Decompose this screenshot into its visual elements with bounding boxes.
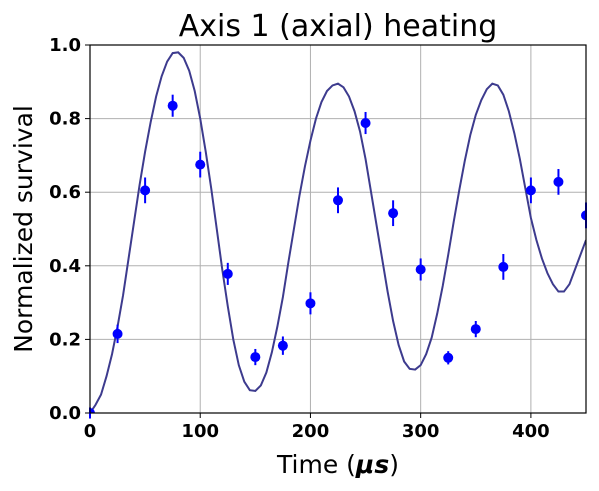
plot-area [89,51,587,419]
data-point [140,185,151,196]
y-tick-label: 0.0 [49,403,81,424]
plot-frame [89,44,587,414]
data-point [415,264,426,275]
y-tick-label: 0.2 [49,329,81,350]
y-tick-label: 0.6 [49,182,81,203]
data-point [277,340,288,351]
data-point [195,159,206,170]
data-point [250,352,261,363]
y-tick-label: 0.8 [49,109,81,130]
data-point [90,408,95,413]
data-point [112,328,123,339]
data-point [333,195,343,206]
data-point [581,210,586,221]
x-axis-label-suffix: ) [389,450,399,479]
x-tick-label: 0 [84,421,97,442]
data-point [167,100,178,111]
x-axis-ticks: 0 100 200 300 400 [84,413,550,442]
x-axis-label: Time (μs) [276,450,399,479]
data-point [305,298,316,309]
data-point [498,261,509,272]
chart-title: Axis 1 (axial) heating [179,9,498,44]
y-axis-label: Normalized survival [9,105,38,353]
data-point [388,208,399,219]
data-point [470,324,481,335]
data-point [360,118,371,129]
x-tick-label: 300 [402,421,440,442]
x-axis-label-prefix: Time ( [276,450,356,479]
y-axis-ticks: 0.0 0.2 0.4 0.6 0.8 1.0 [49,35,90,424]
y-tick-label: 1.0 [49,35,81,56]
fit-line [90,51,586,413]
y-tick-label: 0.4 [49,256,81,277]
data-point [553,176,564,187]
x-axis-label-unit: μs [355,450,389,479]
data-point [222,268,233,279]
x-tick-label: 200 [292,421,330,442]
data-point [443,352,454,363]
grid [89,44,586,414]
x-tick-label: 100 [181,421,219,442]
data-point [525,185,536,196]
x-tick-label: 400 [512,421,550,442]
